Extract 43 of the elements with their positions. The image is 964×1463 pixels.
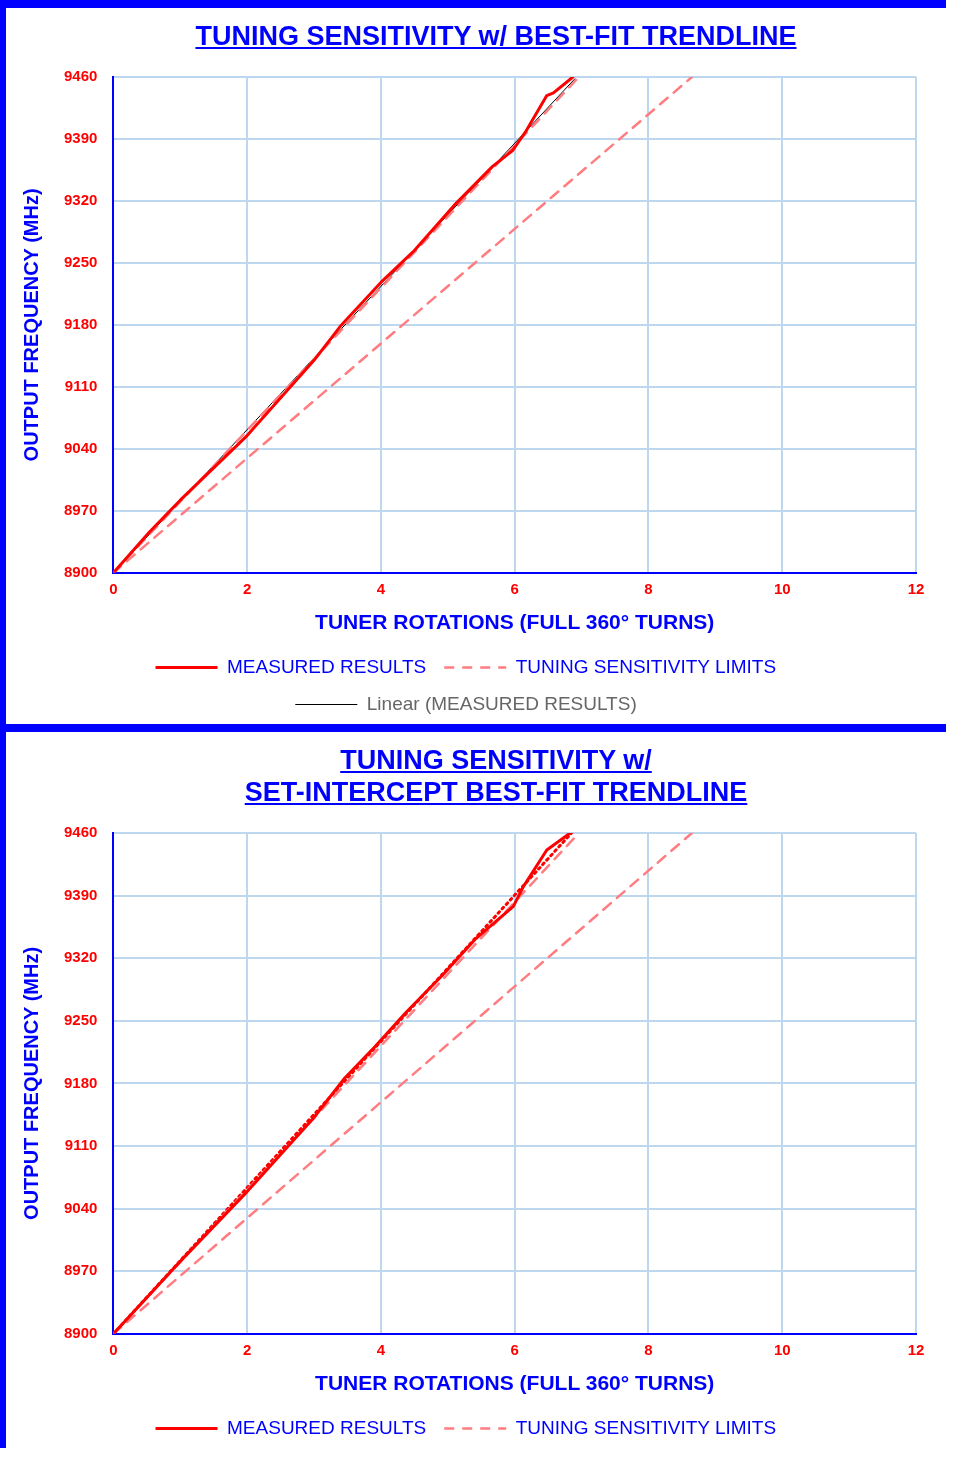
y-axis-title: OUTPUT FREQUENCY (MHz) bbox=[19, 946, 42, 1220]
x-tick-label: 8 bbox=[644, 1340, 653, 1358]
x-axis-title: TUNER ROTATIONS (FULL 360° TURNS) bbox=[315, 610, 715, 634]
y-tick-label: 9180 bbox=[63, 315, 98, 333]
x-tick-label: 10 bbox=[773, 579, 791, 597]
x-tick-label: 6 bbox=[510, 579, 519, 597]
y-tick-label: 9040 bbox=[63, 438, 98, 456]
x-tick-label: 10 bbox=[773, 1340, 791, 1358]
chart-title: TUNING SENSITIVITY w/ SET-INTERCEPT BEST-FIT TRENDLINE bbox=[243, 744, 749, 808]
legend-label: MEASURED RESULTS bbox=[227, 1416, 427, 1438]
x-axis-title: TUNER ROTATIONS (FULL 360° TURNS) bbox=[315, 1371, 715, 1395]
y-tick-label: 8970 bbox=[63, 1261, 98, 1279]
y-tick-label: 9250 bbox=[63, 253, 98, 271]
y-tick-label: 9110 bbox=[64, 377, 98, 395]
x-tick-label: 0 bbox=[109, 1340, 118, 1358]
x-tick-label: 8 bbox=[644, 579, 653, 597]
legend-label: TUNING SENSITIVITY LIMITS bbox=[515, 655, 777, 677]
x-tick-label: 2 bbox=[242, 1340, 252, 1358]
y-tick-label: 9320 bbox=[63, 948, 98, 966]
chart-title: TUNING SENSITIVITY w/ BEST-FIT TRENDLINE bbox=[194, 20, 798, 52]
y-tick-label: 9180 bbox=[63, 1073, 98, 1091]
y-tick-label: 9040 bbox=[63, 1198, 98, 1216]
legend-label: MEASURED RESULTS bbox=[227, 655, 427, 677]
y-tick-label: 9250 bbox=[63, 1010, 98, 1028]
y-tick-label: 9390 bbox=[63, 129, 98, 147]
x-tick-label: 6 bbox=[510, 1340, 519, 1358]
y-tick-label: 9390 bbox=[63, 885, 98, 903]
y-tick-label: 8900 bbox=[63, 562, 98, 580]
legend-label: TUNING SENSITIVITY LIMITS bbox=[515, 1416, 777, 1438]
y-tick-label: 9320 bbox=[63, 191, 98, 209]
y-tick-label: 8970 bbox=[63, 500, 98, 518]
x-tick-label: 4 bbox=[376, 579, 386, 597]
x-tick-label: 12 bbox=[907, 1340, 925, 1358]
y-tick-label: 8900 bbox=[63, 1323, 98, 1341]
y-axis-title: OUTPUT FREQUENCY (MHz) bbox=[19, 188, 42, 462]
x-tick-label: 2 bbox=[242, 579, 252, 597]
y-tick-label: 9460 bbox=[63, 67, 98, 85]
x-tick-label: 0 bbox=[109, 579, 118, 597]
y-tick-label: 9460 bbox=[63, 823, 98, 841]
x-tick-label: 12 bbox=[907, 579, 925, 597]
y-tick-label: 9110 bbox=[64, 1136, 98, 1154]
x-tick-label: 4 bbox=[376, 1340, 386, 1358]
legend-label: Linear (MEASURED RESULTS) bbox=[366, 692, 637, 714]
